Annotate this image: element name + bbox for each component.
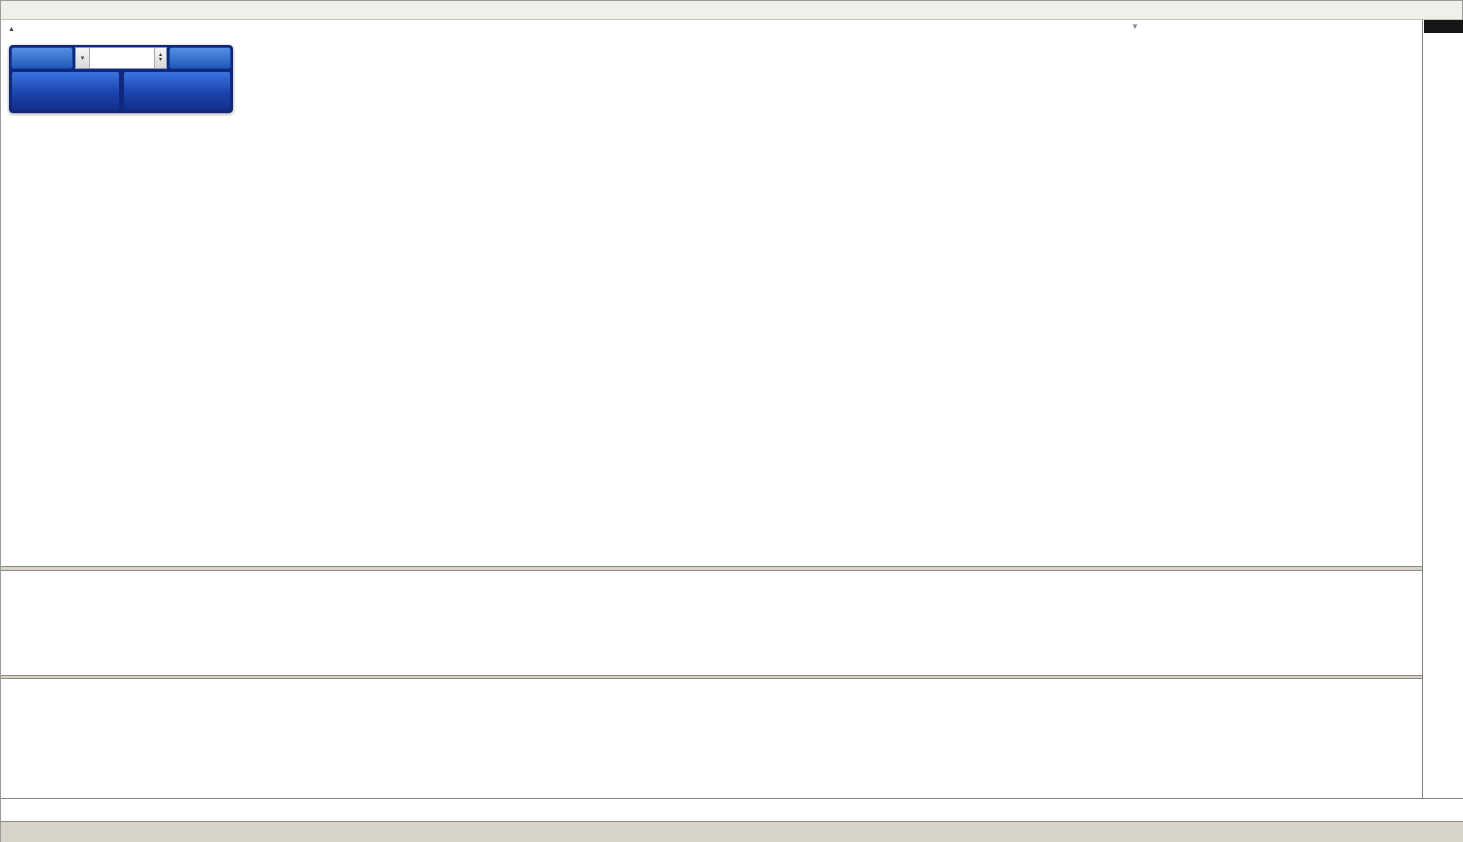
volume-down-icon[interactable]: ▾: [158, 57, 162, 63]
sell-button[interactable]: [11, 47, 73, 69]
pane-splitter-rsi[interactable]: [1, 675, 1462, 679]
buy-price-button[interactable]: [122, 71, 231, 111]
one-click-trading-panel: ▾ ▴ ▾: [9, 45, 233, 113]
rsi-canvas[interactable]: [1, 679, 1422, 798]
date-axis[interactable]: [1, 798, 1463, 821]
one-click-collapse-icon[interactable]: ▲: [8, 26, 15, 33]
period-toolbar: [1, 1, 1462, 20]
chart-header: ▲: [8, 26, 41, 33]
macd-canvas[interactable]: [1, 571, 1422, 675]
price-axis[interactable]: [1422, 20, 1463, 798]
sell-price-button[interactable]: [11, 71, 120, 111]
pane-splitter-macd[interactable]: [1, 566, 1462, 571]
chart-tabs-bar: [1, 821, 1463, 842]
bid-price-badge: [1424, 20, 1463, 33]
volume-dropdown-icon[interactable]: ▾: [76, 48, 90, 68]
volume-value[interactable]: [90, 48, 154, 68]
volume-spinner[interactable]: ▴ ▾: [154, 48, 166, 68]
main-chart-canvas[interactable]: [1, 20, 1422, 566]
volume-up-icon[interactable]: ▴: [158, 52, 162, 58]
buy-button[interactable]: [169, 47, 231, 69]
chart-shift-marker[interactable]: ▼: [1131, 22, 1139, 31]
volume-field[interactable]: ▾ ▴ ▾: [75, 47, 167, 69]
